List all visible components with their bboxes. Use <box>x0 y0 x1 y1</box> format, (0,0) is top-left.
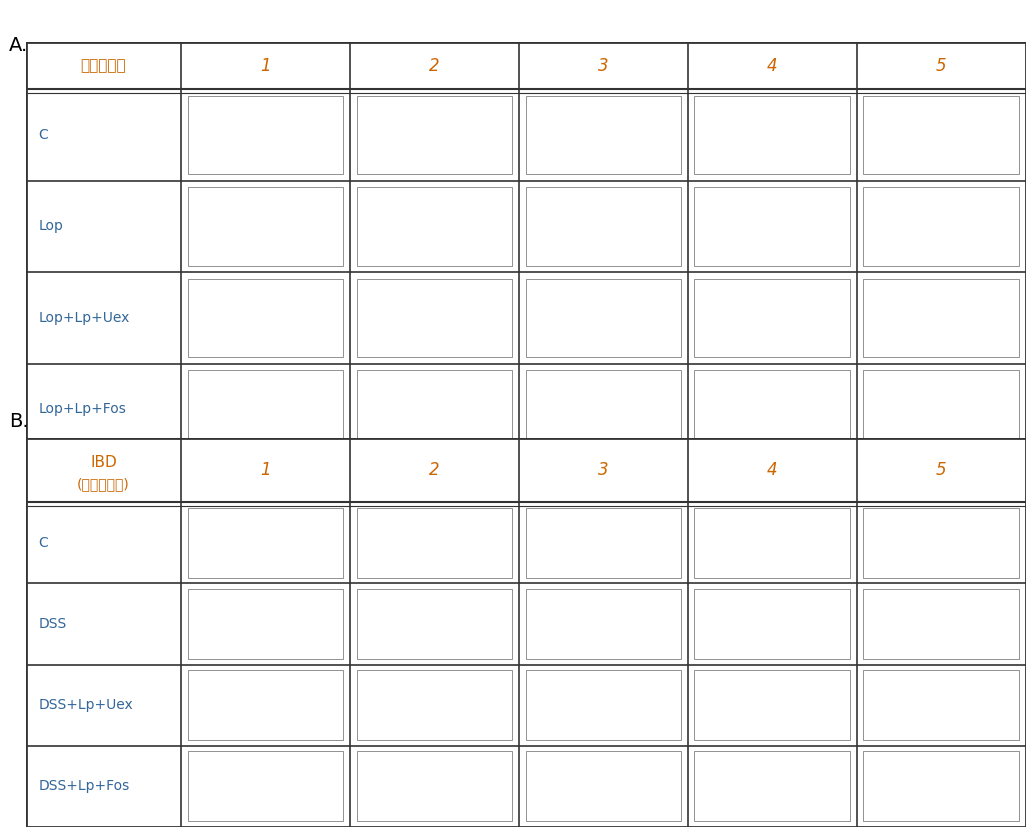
Bar <box>525 590 681 659</box>
Text: 1: 1 <box>260 57 270 74</box>
Bar <box>356 752 512 821</box>
Text: 1: 1 <box>260 462 270 479</box>
Text: DSS: DSS <box>38 617 66 631</box>
Bar <box>188 187 343 266</box>
Text: 4: 4 <box>767 462 778 479</box>
Bar <box>188 370 343 448</box>
Bar <box>356 671 512 740</box>
Text: 5: 5 <box>936 57 947 74</box>
Text: 4: 4 <box>767 57 778 74</box>
Text: 변비유발구: 변비유발구 <box>81 58 126 73</box>
Bar <box>356 96 512 175</box>
Bar <box>863 752 1018 821</box>
Bar <box>863 370 1018 448</box>
Bar <box>356 370 512 448</box>
Text: Lop+Lp+Fos: Lop+Lp+Fos <box>38 402 126 417</box>
Bar <box>188 509 343 578</box>
Text: 2: 2 <box>429 57 439 74</box>
Bar <box>525 279 681 357</box>
Bar <box>525 752 681 821</box>
Text: 3: 3 <box>598 57 608 74</box>
Bar <box>694 590 850 659</box>
Text: B.: B. <box>9 412 29 431</box>
Bar <box>188 590 343 659</box>
Bar <box>188 671 343 740</box>
Bar <box>525 671 681 740</box>
Text: DSS+Lp+Uex: DSS+Lp+Uex <box>38 698 133 712</box>
Bar <box>694 671 850 740</box>
Bar <box>863 279 1018 357</box>
Text: IBD: IBD <box>90 455 117 470</box>
Text: C: C <box>38 536 48 550</box>
Bar <box>694 187 850 266</box>
Bar <box>863 187 1018 266</box>
Bar <box>694 752 850 821</box>
Bar <box>863 590 1018 659</box>
Bar <box>694 279 850 357</box>
Text: DSS+Lp+Fos: DSS+Lp+Fos <box>38 779 130 793</box>
Bar <box>356 509 512 578</box>
Text: 2: 2 <box>429 462 439 479</box>
Bar <box>525 509 681 578</box>
Bar <box>694 96 850 175</box>
Bar <box>863 96 1018 175</box>
Bar <box>188 96 343 175</box>
Text: (설사유발구): (설사유발구) <box>77 478 130 492</box>
Text: Lop+Lp+Uex: Lop+Lp+Uex <box>38 311 130 325</box>
Text: 5: 5 <box>936 462 947 479</box>
Text: A.: A. <box>9 37 29 55</box>
Text: 3: 3 <box>598 462 608 479</box>
Bar <box>525 96 681 175</box>
Bar <box>694 509 850 578</box>
Bar <box>188 279 343 357</box>
Bar <box>525 187 681 266</box>
Text: C: C <box>38 128 48 142</box>
Bar <box>356 187 512 266</box>
Bar <box>188 752 343 821</box>
Bar <box>356 590 512 659</box>
Bar <box>694 370 850 448</box>
Bar <box>863 671 1018 740</box>
Bar <box>525 370 681 448</box>
Text: Lop: Lop <box>38 220 63 234</box>
Bar <box>356 279 512 357</box>
Bar <box>863 509 1018 578</box>
